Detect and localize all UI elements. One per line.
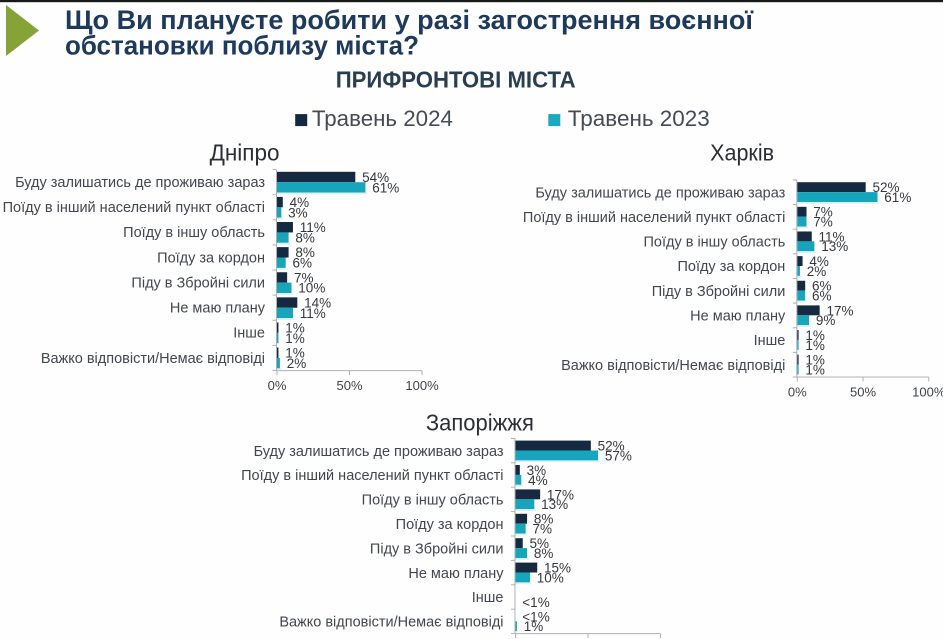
- svg-text:5%: 5%: [530, 536, 550, 551]
- svg-text:Інше: Інше: [233, 326, 265, 342]
- svg-text:Травень 2023: Травень 2023: [568, 106, 710, 131]
- svg-text:Інше: Інше: [472, 590, 504, 606]
- svg-text:Харків: Харків: [710, 139, 774, 165]
- svg-text:11%: 11%: [819, 229, 845, 244]
- svg-text:8%: 8%: [534, 512, 554, 527]
- svg-text:4%: 4%: [809, 254, 829, 269]
- svg-text:Піду в Збройні сили: Піду в Збройні сили: [131, 275, 265, 291]
- svg-text:Поїду за кордон: Поїду за кордон: [677, 259, 785, 275]
- svg-text:100%: 100%: [405, 378, 439, 393]
- svg-text:8%: 8%: [295, 231, 315, 246]
- svg-text:Не маю плану: Не маю плану: [690, 309, 786, 325]
- svg-text:7%: 7%: [813, 215, 833, 230]
- svg-text:1%: 1%: [805, 353, 825, 368]
- svg-text:54%: 54%: [362, 170, 389, 185]
- svg-text:3%: 3%: [527, 463, 547, 478]
- svg-text:17%: 17%: [547, 487, 574, 502]
- svg-text:Поїду за кордон: Поїду за кордон: [396, 517, 504, 533]
- svg-text:1%: 1%: [285, 331, 305, 346]
- svg-text:13%: 13%: [541, 497, 568, 512]
- svg-text:11%: 11%: [300, 220, 326, 235]
- svg-text:1%: 1%: [805, 338, 825, 353]
- svg-text:6%: 6%: [812, 279, 832, 294]
- svg-text:14%: 14%: [304, 295, 331, 310]
- svg-text:Травень 2024: Травень 2024: [312, 106, 453, 131]
- svg-text:<1%: <1%: [522, 609, 549, 624]
- svg-text:ПРИФРОНТОВІ МІСТА: ПРИФРОНТОВІ МІСТА: [336, 67, 576, 93]
- svg-text:Що Ви плануєте робити у разі з: Що Ви плануєте робити у разі загострення…: [65, 5, 754, 35]
- svg-text:Запоріжжя: Запоріжжя: [426, 409, 534, 435]
- svg-text:<1%: <1%: [522, 595, 549, 610]
- svg-text:7%: 7%: [532, 522, 552, 537]
- svg-text:8%: 8%: [295, 245, 315, 260]
- svg-text:1%: 1%: [805, 328, 825, 343]
- svg-text:1%: 1%: [285, 346, 305, 361]
- svg-text:Піду в Збройні сили: Піду в Збройні сили: [652, 284, 786, 300]
- svg-text:1%: 1%: [524, 619, 544, 634]
- svg-text:3%: 3%: [288, 205, 308, 220]
- svg-text:52%: 52%: [872, 180, 899, 195]
- svg-text:0%: 0%: [268, 378, 287, 393]
- svg-text:Поїду в іншу область: Поїду в іншу область: [123, 225, 265, 241]
- svg-text:50%: 50%: [336, 378, 362, 393]
- svg-text:Поїду в іншу область: Поїду в іншу область: [362, 493, 504, 509]
- svg-text:61%: 61%: [884, 190, 911, 205]
- svg-text:Не маю плану: Не маю плану: [408, 566, 504, 582]
- svg-text:2%: 2%: [287, 356, 307, 371]
- svg-text:Піду в Збройні сили: Піду в Збройні сили: [370, 541, 504, 557]
- svg-text:50%: 50%: [850, 385, 876, 400]
- svg-text:4%: 4%: [290, 195, 310, 210]
- svg-text:57%: 57%: [605, 448, 632, 463]
- svg-text:4%: 4%: [528, 473, 548, 488]
- svg-text:15%: 15%: [544, 560, 571, 575]
- svg-text:11%: 11%: [300, 306, 326, 321]
- svg-text:Інше: Інше: [754, 333, 786, 349]
- svg-text:7%: 7%: [813, 205, 833, 220]
- svg-text:Дніпро: Дніпро: [210, 140, 280, 166]
- svg-text:10%: 10%: [298, 281, 325, 296]
- svg-text:Поїду за кордон: Поїду за кордон: [157, 250, 265, 266]
- svg-text:100%: 100%: [912, 385, 943, 400]
- svg-text:2%: 2%: [807, 264, 827, 279]
- svg-text:8%: 8%: [534, 546, 554, 561]
- svg-text:Буду залишатись де проживаю за: Буду залишатись де проживаю зараз: [15, 175, 265, 191]
- svg-text:Поїду в інший населений пункт: Поїду в інший населений пункт області: [523, 210, 785, 226]
- svg-text:1%: 1%: [805, 362, 825, 377]
- svg-text:6%: 6%: [293, 256, 313, 271]
- svg-text:Поїду в іншу область: Поїду в іншу область: [643, 235, 785, 251]
- svg-text:6%: 6%: [812, 289, 832, 304]
- svg-text:17%: 17%: [826, 303, 853, 318]
- svg-text:Важко відповісти/Немає відпові: Важко відповісти/Немає відповіді: [279, 615, 503, 631]
- svg-text:0%: 0%: [788, 385, 807, 400]
- svg-text:1%: 1%: [285, 321, 305, 336]
- svg-text:Буду залишатись де проживаю за: Буду залишатись де проживаю зараз: [535, 185, 785, 201]
- svg-text:Поїду в інший населений пункт: Поїду в інший населений пункт області: [241, 468, 503, 484]
- svg-text:9%: 9%: [816, 313, 836, 328]
- svg-text:52%: 52%: [598, 438, 625, 453]
- svg-text:Поїду в інший населений пункт: Поїду в інший населений пункт області: [3, 200, 265, 216]
- svg-text:Важко відповісти/Немає відпові: Важко відповісти/Немає відповіді: [561, 358, 785, 374]
- svg-text:Не маю плану: Не маю плану: [170, 301, 266, 317]
- svg-text:7%: 7%: [294, 270, 314, 285]
- svg-text:13%: 13%: [821, 239, 848, 254]
- svg-text:обстановки поблизу міста?: обстановки поблизу міста?: [65, 31, 419, 61]
- svg-text:Важко відповісти/Немає відпові: Важко відповісти/Немає відповіді: [41, 351, 265, 367]
- svg-text:61%: 61%: [372, 180, 399, 195]
- svg-text:Буду залишатись де проживаю за: Буду залишатись де проживаю зараз: [254, 444, 504, 460]
- svg-text:10%: 10%: [537, 570, 564, 585]
